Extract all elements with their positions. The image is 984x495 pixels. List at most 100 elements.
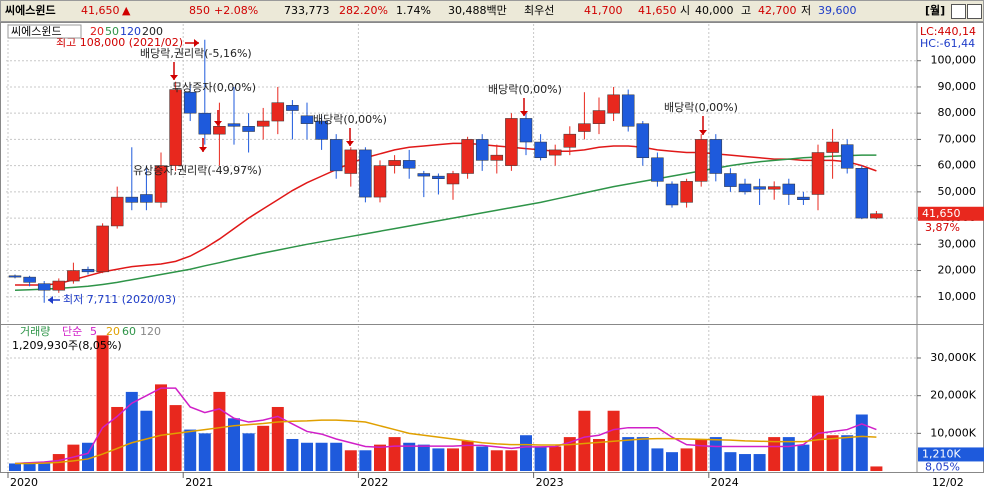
candle-body [753, 186, 766, 190]
volume-bar [38, 461, 51, 471]
y-tick-label: 20,000K [930, 389, 976, 402]
candle-body [227, 123, 241, 127]
candle-body [621, 94, 635, 127]
y-tick-label: 60,000 [938, 159, 977, 172]
volume-bar [140, 410, 153, 471]
y-tick-label: 30,000 [938, 237, 977, 250]
open-label: 시 [680, 4, 691, 17]
volume-bar [125, 391, 138, 471]
candle-body [359, 149, 372, 198]
volume-bar [855, 414, 868, 471]
candle-body [738, 183, 752, 193]
candle-body [67, 270, 80, 282]
volume-bar [198, 433, 211, 471]
volume-bar [111, 406, 124, 471]
volume-bar [651, 448, 664, 471]
volume-bar [213, 391, 226, 471]
volume-bar [753, 454, 766, 471]
end-date-label: 12/02 [932, 476, 964, 489]
candle-body [607, 94, 620, 114]
volume-bar [155, 384, 167, 471]
candle-body [315, 120, 328, 140]
candle-body [432, 175, 445, 179]
candle-body [81, 268, 95, 273]
volume-bar [797, 444, 810, 471]
open: 40,000 [695, 4, 734, 17]
candle-body [23, 276, 36, 283]
candle-body [519, 118, 533, 143]
volume-bar [695, 438, 708, 471]
y-tick-label: 70,000 [938, 132, 977, 145]
candle-body [446, 173, 460, 185]
legend-entry: 120 [120, 25, 141, 38]
volume-bar [534, 446, 547, 471]
volume-bar [315, 442, 328, 471]
candle-body [826, 141, 839, 153]
period[interactable]: [월] [925, 4, 946, 17]
volume-bar [242, 433, 255, 471]
candle-body [8, 275, 22, 278]
annotation: 유상증자,권리락(-49,97%) [133, 164, 262, 177]
volume-bar [184, 429, 197, 471]
volume-bar [447, 448, 459, 471]
candle-body [198, 112, 212, 135]
x-tick-label: 2023 [536, 476, 564, 489]
volume-bar [768, 437, 781, 471]
volume-bar [9, 463, 21, 471]
volume-bar [301, 442, 313, 471]
annotation: 배당락(0,00%) [664, 101, 738, 114]
candle-body [592, 110, 606, 124]
arrow-head [346, 141, 354, 146]
candle-body [680, 181, 693, 203]
restore-button[interactable] [951, 4, 966, 19]
volume-title: 거래량 [20, 325, 50, 338]
volume-bar [724, 452, 737, 471]
candle-body [183, 91, 197, 114]
arrow: ▲ [122, 4, 131, 17]
candle-body [534, 141, 547, 159]
header-bar: 씨에스윈드 41,650 ▲ 850 +2.08% 733,773 282.20… [0, 0, 984, 22]
y-tick-label: 20,000 [938, 264, 977, 277]
best-ask: 41,700 [584, 4, 623, 17]
volume-summary: 1,209,930주(8,05%) [12, 339, 122, 352]
turnover: 282.20% [339, 4, 388, 17]
volume-bar [549, 446, 562, 471]
candle-body [651, 157, 664, 182]
close-button[interactable] [967, 4, 982, 19]
volume-bar [505, 450, 518, 471]
volume-ratio: 8,05% [925, 460, 960, 473]
price: 41,650 [81, 4, 120, 17]
chart-title: 씨에스윈드 [11, 24, 62, 38]
candle-body [578, 123, 591, 132]
volume-bar [388, 437, 401, 471]
arrow-head [48, 296, 53, 304]
annotation: 배당락,권리락(-5,16%) [140, 47, 252, 60]
ma-line [14, 154, 877, 291]
volume: 733,773 [284, 4, 330, 17]
volume-bar [23, 462, 36, 471]
y-tick-label: 80,000 [938, 106, 977, 119]
volume-bar [476, 446, 489, 471]
volume-bar [432, 448, 445, 471]
volume-bar [403, 442, 416, 471]
candle-body [286, 105, 299, 111]
legend-entry: 5 [90, 325, 97, 338]
candle-body [37, 283, 51, 291]
candle-body [505, 118, 518, 166]
candle-body [373, 165, 387, 198]
volume-bar [680, 448, 693, 471]
y-tick-label: 30,000K [930, 351, 976, 364]
chart: 2020 2021 2022 2023 2024 12/0210,00020,00030,… [0, 22, 984, 489]
amount: 30,488백만 [448, 4, 507, 17]
high: 42,700 [758, 4, 797, 17]
volume-bar [330, 442, 343, 471]
candle-body [402, 160, 416, 169]
volume-bar [636, 437, 649, 471]
legend-entry: 20 [106, 325, 120, 338]
volume-bar [169, 405, 182, 471]
volume-bar [709, 437, 722, 471]
legend-entry: 20 [90, 25, 104, 38]
volume-bar [593, 438, 605, 471]
low-label: 저 [801, 4, 812, 17]
